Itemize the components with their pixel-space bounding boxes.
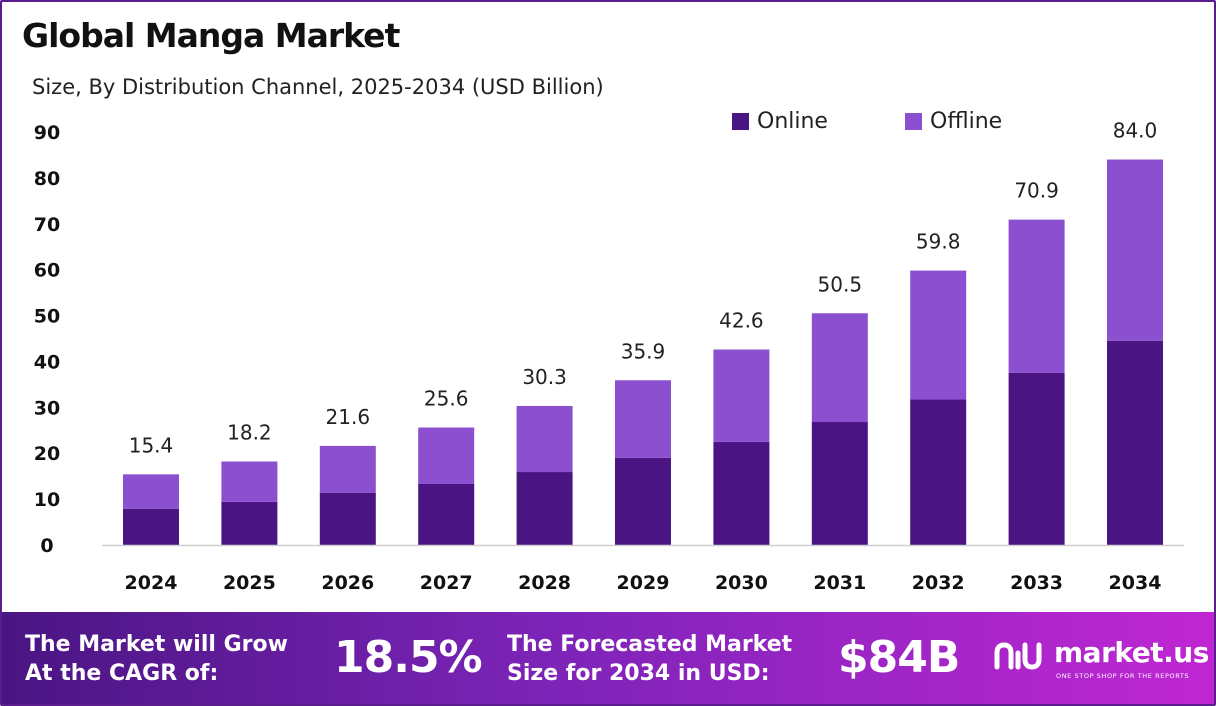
bar-total-label: 59.8 bbox=[916, 230, 961, 254]
legend-label-online: Online bbox=[757, 108, 828, 134]
bar-total-label: 21.6 bbox=[326, 405, 371, 429]
bar-segment-offline bbox=[615, 380, 671, 458]
bar-total-label: 18.2 bbox=[227, 420, 272, 444]
legend-item-online: Online bbox=[732, 106, 828, 136]
bar-segment-offline bbox=[910, 270, 967, 400]
bar-segment-offline bbox=[1008, 219, 1065, 373]
brand-name: market.us bbox=[1054, 636, 1209, 669]
bar-segment-online bbox=[1008, 372, 1065, 545]
cagr-label-line2: At the CAGR of: bbox=[25, 661, 219, 686]
footer-banner: The Market will Grow At the CAGR of: 18.… bbox=[2, 612, 1214, 704]
x-tick-label: 2027 bbox=[420, 572, 473, 594]
legend-item-offline: Offline bbox=[905, 106, 1002, 136]
bar-total-label: 84.0 bbox=[1113, 119, 1158, 143]
x-tick-label: 2034 bbox=[1109, 572, 1162, 594]
bar-total-label: 15.4 bbox=[129, 433, 174, 457]
y-tick-label: 80 bbox=[34, 168, 60, 190]
x-tick-label: 2028 bbox=[518, 572, 571, 594]
forecast-value: $84B bbox=[838, 632, 960, 683]
x-tick-label: 2032 bbox=[912, 572, 965, 594]
bar-segment-offline bbox=[418, 427, 475, 484]
bar-segment-online bbox=[319, 492, 376, 545]
y-tick-label: 70 bbox=[34, 214, 60, 236]
cagr-label: The Market will Grow At the CAGR of: bbox=[25, 630, 288, 688]
legend-swatch-online bbox=[732, 112, 749, 130]
market-us-logo-icon bbox=[994, 642, 1042, 670]
x-tick-label: 2025 bbox=[223, 572, 276, 594]
bar-segment-online bbox=[516, 472, 573, 545]
chart-subtitle: Size, By Distribution Channel, 2025-2034… bbox=[32, 75, 604, 99]
legend-swatch-offline bbox=[905, 112, 922, 130]
y-tick-label: 60 bbox=[34, 260, 60, 282]
bar-segment-offline bbox=[221, 461, 278, 502]
bar-total-label: 25.6 bbox=[424, 387, 469, 411]
stacked-bar-chart: 010203040506070809015.4202418.2202521.62… bbox=[34, 119, 1184, 594]
y-tick-label: 40 bbox=[34, 351, 60, 373]
bar-segment-offline bbox=[811, 313, 868, 423]
x-tick-label: 2030 bbox=[715, 572, 768, 594]
bar-total-label: 50.5 bbox=[818, 272, 863, 296]
bar-segment-online bbox=[123, 508, 179, 545]
x-tick-label: 2029 bbox=[617, 572, 670, 594]
x-tick-label: 2024 bbox=[125, 572, 178, 594]
brand-tagline: ONE STOP SHOP FOR THE REPORTS bbox=[1056, 672, 1190, 680]
bar-segment-online bbox=[713, 441, 770, 545]
x-tick-label: 2026 bbox=[321, 572, 374, 594]
bar-segment-offline bbox=[319, 445, 376, 493]
bar-segment-offline bbox=[713, 349, 770, 442]
bar-total-label: 35.9 bbox=[621, 339, 666, 363]
cagr-value: 18.5% bbox=[334, 632, 483, 683]
bar-segment-online bbox=[1107, 340, 1163, 545]
bar-segment-offline bbox=[123, 474, 179, 509]
x-tick-label: 2033 bbox=[1010, 572, 1063, 594]
forecast-label-line1: The Forecasted Market bbox=[507, 632, 793, 657]
cagr-label-line1: The Market will Grow bbox=[25, 632, 288, 657]
y-tick-label: 50 bbox=[34, 306, 60, 328]
bar-segment-online bbox=[615, 457, 671, 545]
bar-total-label: 42.6 bbox=[719, 309, 764, 333]
legend-label-offline: Offline bbox=[930, 108, 1003, 134]
bar-segment-online bbox=[418, 483, 475, 545]
x-tick-label: 2031 bbox=[813, 572, 866, 594]
bar-segment-offline bbox=[516, 405, 573, 473]
y-tick-label: 10 bbox=[34, 489, 60, 511]
bar-segment-offline bbox=[1107, 159, 1163, 341]
bar-segment-online bbox=[221, 501, 278, 545]
chart-title: Global Manga Market bbox=[22, 16, 400, 55]
forecast-label: The Forecasted Market Size for 2034 in U… bbox=[507, 630, 792, 688]
y-tick-label: 0 bbox=[40, 535, 53, 557]
y-tick-label: 20 bbox=[34, 443, 60, 465]
forecast-label-line2: Size for 2034 in USD: bbox=[507, 661, 770, 686]
bar-total-label: 30.3 bbox=[522, 365, 567, 389]
bar-total-label: 70.9 bbox=[1014, 179, 1059, 203]
bar-segment-online bbox=[910, 399, 967, 545]
y-tick-label: 90 bbox=[34, 122, 60, 144]
y-tick-label: 30 bbox=[34, 397, 60, 419]
bar-segment-online bbox=[811, 422, 868, 545]
